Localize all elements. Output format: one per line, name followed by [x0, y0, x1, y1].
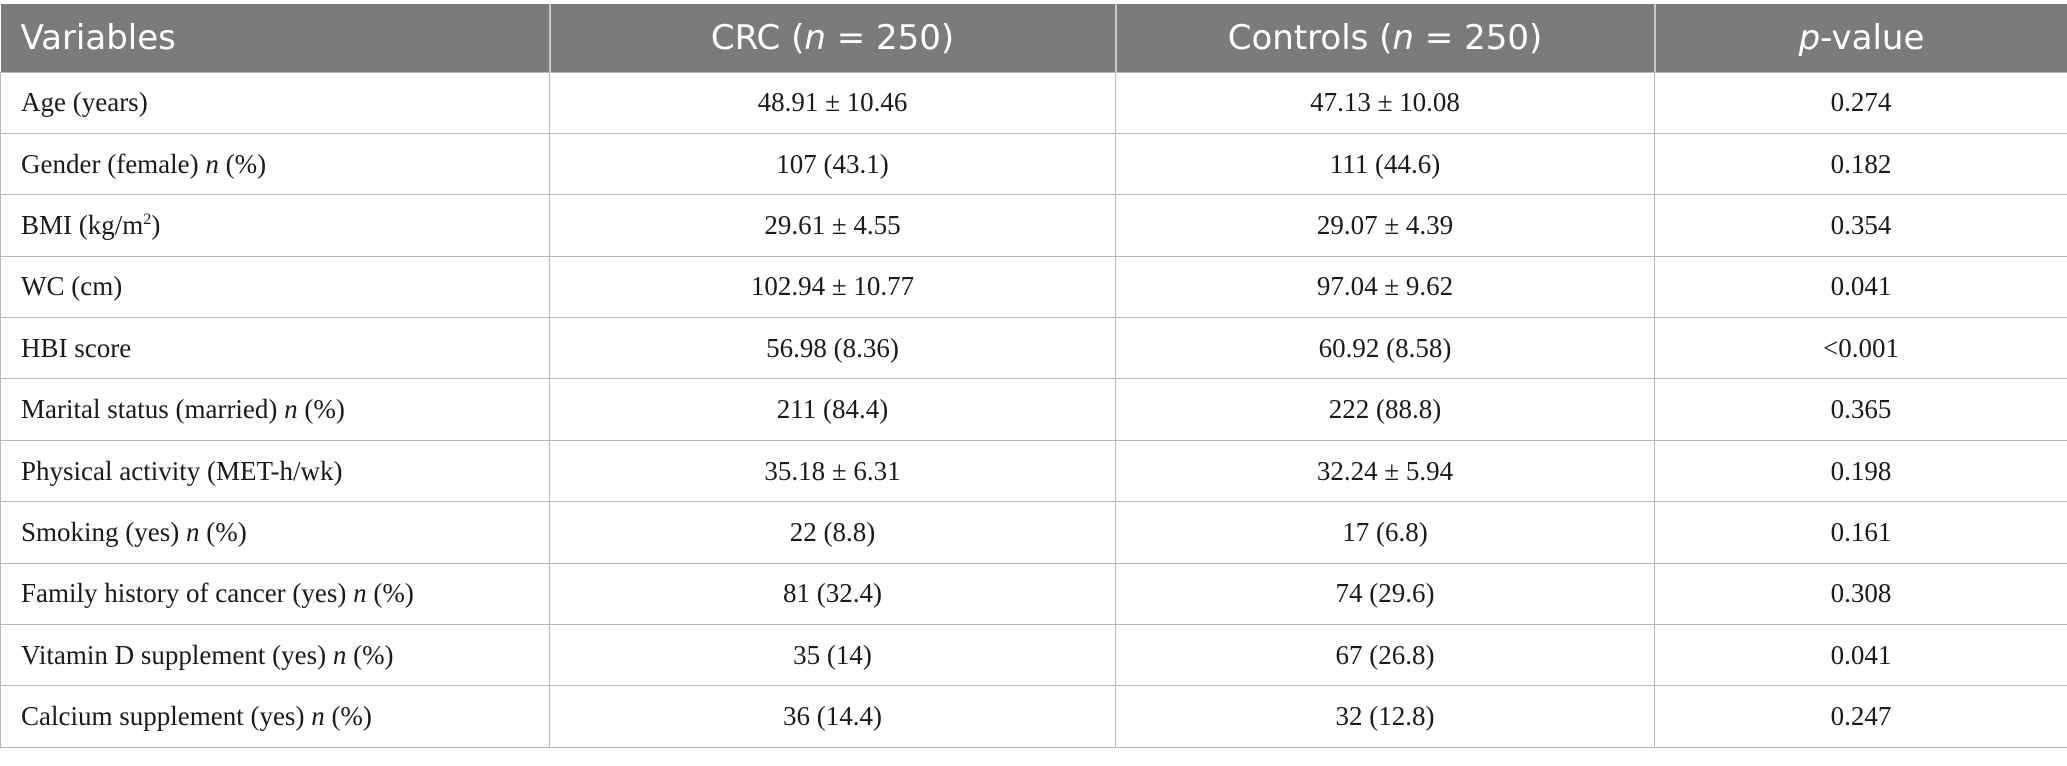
variable-label: Calcium supplement (yes) — [21, 701, 312, 732]
variable-n: n — [311, 701, 325, 732]
cell-pvalue: 0.308 — [1654, 562, 2067, 626]
variable-label: Physical activity (MET-h/wk) — [21, 455, 343, 486]
variable-label: Family history of cancer (yes) — [21, 578, 354, 609]
cell-variable: Vitamin D supplement (yes) n (%) — [0, 624, 550, 687]
table-row: Physical activity (MET-h/wk) 35.18 ± 6.31… — [0, 439, 2067, 503]
cell-variable: Marital status (married) n (%) — [0, 378, 550, 441]
cell-variable: Gender (female) n (%) — [0, 132, 550, 196]
cell-variable: HBI score — [0, 317, 550, 380]
variable-label: BMI (kg/m — [21, 209, 144, 240]
table-row: WC (cm) 102.94 ± 10.77 97.04 ± 9.62 0.041 — [0, 255, 2067, 319]
header-controls-prefix: Controls ( — [1227, 17, 1393, 58]
header-pvalue-suffix: -value — [1820, 17, 1925, 58]
variable-n: n — [186, 516, 200, 547]
table-header: Variables CRC (n = 250) Controls (n = 25… — [0, 4, 2067, 72]
variable-suffix: (%) — [297, 394, 345, 425]
table-row: BMI (kg/m2) 29.61 ± 4.55 29.07 ± 4.39 0.354 — [0, 194, 2067, 257]
cell-variable: Family history of cancer (yes) n (%) — [0, 562, 550, 626]
cell-variable: BMI (kg/m2) — [0, 194, 550, 257]
cell-pvalue: 0.354 — [1654, 194, 2067, 257]
cell-crc: 56.98 (8.36) — [549, 317, 1116, 380]
variable-n: n — [205, 148, 219, 179]
characteristics-table: Variables CRC (n = 250) Controls (n = 25… — [0, 4, 2067, 748]
cell-crc: 81 (32.4) — [549, 562, 1116, 626]
table-row: Smoking (yes) n (%) 22 (8.8) 17 (6.8) 0.161 — [0, 501, 2067, 564]
header-variables-label: Variables — [20, 17, 176, 58]
cell-crc: 102.94 ± 10.77 — [549, 255, 1116, 319]
cell-pvalue: 0.247 — [1654, 685, 2067, 748]
header-crc-n: n — [804, 17, 826, 58]
variable-n: n — [332, 639, 347, 670]
cell-variable: Age (years) — [0, 71, 550, 134]
cell-variable: Smoking (yes) n (%) — [0, 501, 550, 564]
cell-crc: 35.18 ± 6.31 — [549, 439, 1116, 503]
header-pvalue: p-value — [1653, 4, 2067, 72]
cell-crc: 35 (14) — [549, 624, 1116, 687]
variable-suffix: (%) — [199, 516, 247, 547]
cell-pvalue: 0.161 — [1654, 501, 2067, 564]
table-row: Calcium supplement (yes) n (%) 36 (14.4) 3… — [0, 685, 2067, 748]
variable-label: Smoking (yes) — [21, 516, 186, 547]
header-crc-prefix: CRC ( — [710, 17, 805, 58]
variable-label: Marital status (married) — [21, 394, 285, 425]
cell-controls: 222 (88.8) — [1115, 378, 1655, 441]
header-controls-suffix: = 250) — [1413, 17, 1543, 58]
cell-controls: 74 (29.6) — [1115, 562, 1655, 626]
table-row: Family history of cancer (yes) n (%) 81 (… — [0, 562, 2067, 626]
variable-label: HBI score — [21, 332, 132, 363]
variable-suffix: (%) — [324, 701, 372, 732]
variable-label: Gender (female) — [21, 148, 206, 179]
header-crc-suffix: = 250) — [825, 17, 955, 58]
cell-crc: 48.91 ± 10.46 — [549, 71, 1116, 134]
table-row: Age (years) 48.91 ± 10.46 47.13 ± 10.08 0.2… — [0, 71, 2067, 134]
table-row: HBI score 56.98 (8.36) 60.92 (8.58) <0.001 — [0, 317, 2067, 380]
cell-pvalue: 0.365 — [1654, 378, 2067, 441]
header-controls: Controls (n = 250) — [1114, 4, 1656, 72]
cell-variable: Calcium supplement (yes) n (%) — [0, 685, 550, 748]
variable-suffix: (%) — [218, 148, 267, 179]
cell-pvalue: 0.182 — [1654, 132, 2067, 196]
cell-controls: 111 (44.6) — [1115, 132, 1655, 196]
data-table-container: Variables CRC (n = 250) Controls (n = 25… — [0, 4, 2067, 748]
variable-suffix: (%) — [346, 639, 394, 670]
variable-label: Age (years) — [21, 87, 148, 118]
cell-controls: 17 (6.8) — [1115, 501, 1655, 564]
header-crc: CRC (n = 250) — [548, 4, 1117, 72]
variable-superscript: 2 — [143, 209, 152, 228]
variable-n: n — [284, 394, 298, 425]
cell-crc: 107 (43.1) — [549, 132, 1116, 196]
variable-label: WC (cm) — [21, 271, 123, 302]
header-variables: Variables — [0, 4, 551, 72]
cell-pvalue: 0.198 — [1654, 439, 2067, 503]
cell-crc: 29.61 ± 4.55 — [549, 194, 1116, 257]
table-row: Gender (female) n (%) 107 (43.1) 111 (44.6… — [0, 132, 2067, 196]
cell-variable: Physical activity (MET-h/wk) — [0, 439, 550, 503]
cell-controls: 32 (12.8) — [1115, 685, 1655, 748]
table-body: Age (years) 48.91 ± 10.46 47.13 ± 10.08 0.2… — [0, 71, 2067, 748]
variable-suffix: (%) — [366, 578, 414, 609]
header-pvalue-p: p — [1798, 17, 1821, 58]
cell-pvalue: 0.041 — [1654, 624, 2067, 687]
variable-suffix: ) — [151, 209, 161, 240]
cell-pvalue: <0.001 — [1654, 317, 2067, 380]
table-row: Vitamin D supplement (yes) n (%) 35 (14) 6… — [0, 624, 2067, 687]
cell-controls: 97.04 ± 9.62 — [1115, 255, 1655, 319]
cell-variable: WC (cm) — [0, 255, 550, 319]
variable-label: Vitamin D supplement (yes) — [21, 639, 333, 670]
header-row: Variables CRC (n = 250) Controls (n = 25… — [0, 4, 2067, 72]
cell-controls: 29.07 ± 4.39 — [1115, 194, 1655, 257]
cell-pvalue: 0.274 — [1654, 71, 2067, 134]
cell-crc: 211 (84.4) — [549, 378, 1116, 441]
cell-controls: 32.24 ± 5.94 — [1115, 439, 1655, 503]
cell-crc: 22 (8.8) — [549, 501, 1116, 564]
cell-crc: 36 (14.4) — [549, 685, 1116, 748]
cell-controls: 67 (26.8) — [1115, 624, 1655, 687]
header-controls-n: n — [1392, 17, 1414, 58]
cell-controls: 60.92 (8.58) — [1115, 317, 1655, 380]
cell-pvalue: 0.041 — [1654, 255, 2067, 319]
variable-n: n — [353, 578, 367, 609]
table-row: Marital status (married) n (%) 211 (84.4)… — [0, 378, 2067, 441]
cell-controls: 47.13 ± 10.08 — [1115, 71, 1655, 134]
